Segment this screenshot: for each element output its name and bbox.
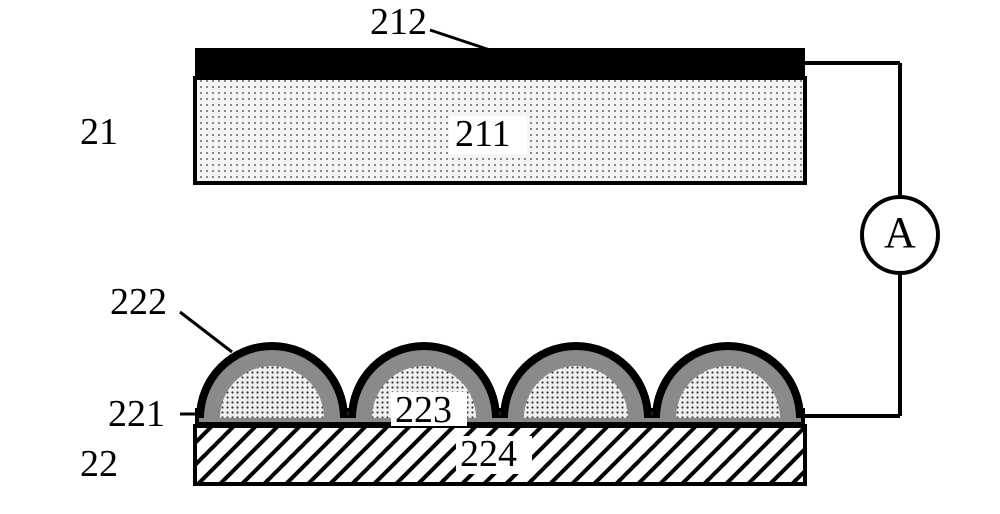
label-211: 211 <box>455 112 511 156</box>
leader-212 <box>430 30 490 50</box>
label-224: 224 <box>460 432 517 476</box>
label-222: 222 <box>110 280 167 324</box>
label-221: 221 <box>108 392 165 436</box>
label-212: 212 <box>370 0 427 44</box>
leader-222 <box>180 312 232 352</box>
label-21: 21 <box>80 110 118 154</box>
ammeter-label: A <box>884 207 916 258</box>
label-22: 22 <box>80 442 118 486</box>
top-electrode-212 <box>195 48 805 78</box>
label-223: 223 <box>395 388 452 432</box>
